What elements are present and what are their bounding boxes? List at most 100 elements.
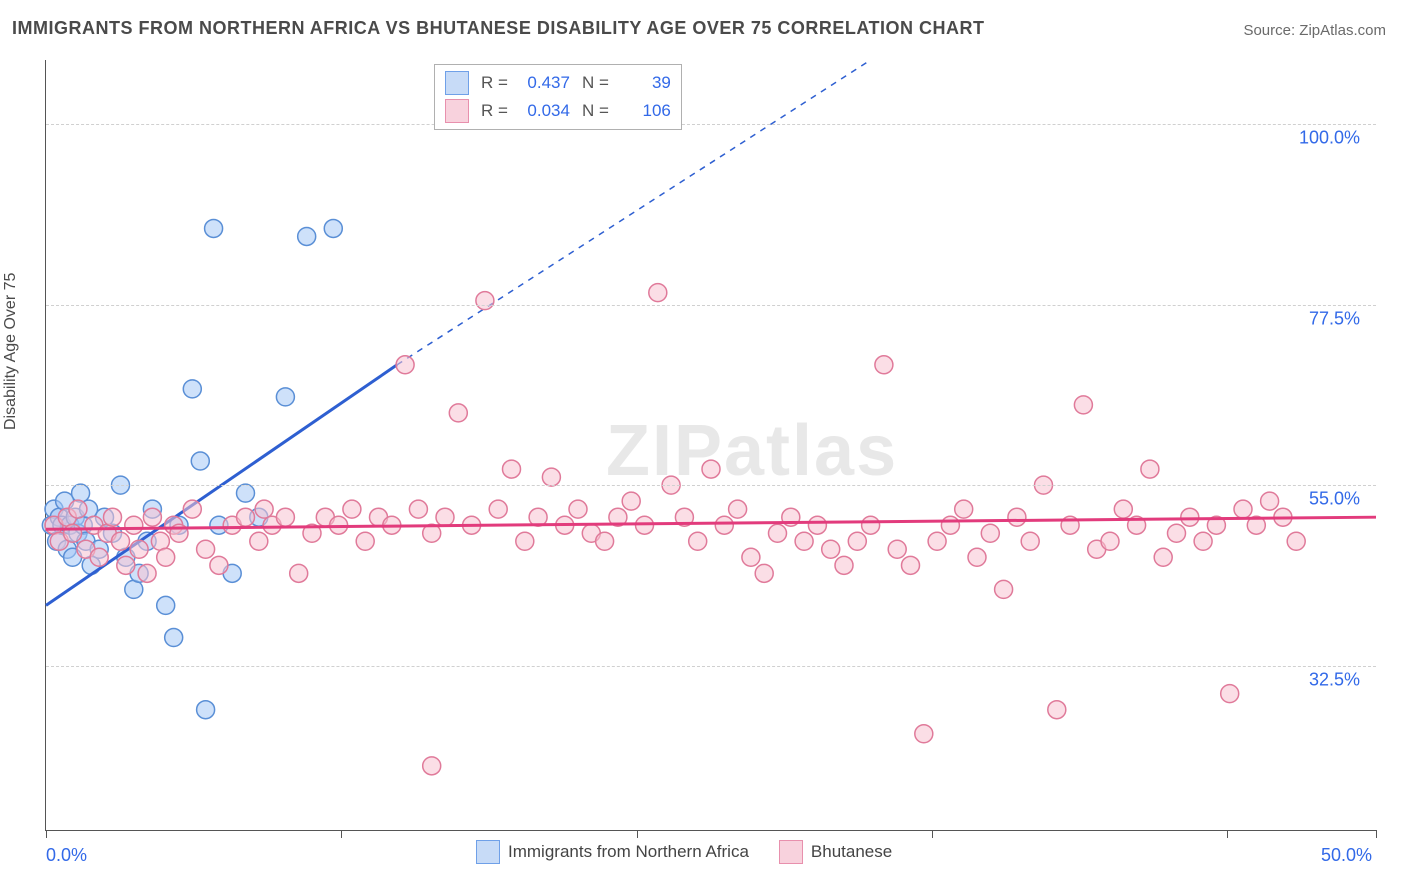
scatter-point <box>125 516 143 534</box>
scatter-point <box>104 508 122 526</box>
scatter-point <box>915 725 933 743</box>
scatter-point <box>1287 532 1305 550</box>
scatter-point <box>822 540 840 558</box>
scatter-point <box>324 219 342 237</box>
scatter-point <box>250 532 268 550</box>
scatter-point <box>941 516 959 534</box>
scatter-point <box>1141 460 1159 478</box>
scatter-point <box>276 508 294 526</box>
scatter-point <box>1008 508 1026 526</box>
y-tick-label: 100.0% <box>1299 128 1360 149</box>
x-tick <box>341 830 342 838</box>
scatter-point <box>875 356 893 374</box>
legend-label: Bhutanese <box>811 842 892 862</box>
x-tick <box>1376 830 1377 838</box>
scatter-point <box>197 540 215 558</box>
chart-title: IMMIGRANTS FROM NORTHERN AFRICA VS BHUTA… <box>12 18 985 39</box>
scatter-point <box>848 532 866 550</box>
scatter-point <box>157 548 175 566</box>
scatter-point <box>596 532 614 550</box>
scatter-point <box>755 564 773 582</box>
scatter-point <box>1261 492 1279 510</box>
scatter-point <box>210 556 228 574</box>
gridline <box>46 124 1376 125</box>
bottom-legend-item: Immigrants from Northern Africa <box>476 840 749 864</box>
y-axis-label: Disability Age Over 75 <box>2 273 20 430</box>
x-tick <box>46 830 47 838</box>
scatter-point <box>1048 701 1066 719</box>
gridline <box>46 666 1376 667</box>
x-tick-label: 50.0% <box>1321 845 1372 866</box>
scatter-point <box>237 484 255 502</box>
n-label: N = <box>582 101 609 121</box>
scatter-point <box>125 580 143 598</box>
scatter-point <box>151 532 169 550</box>
scatter-point <box>1221 685 1239 703</box>
scatter-point <box>436 508 454 526</box>
n-label: N = <box>582 73 609 93</box>
scatter-point <box>1021 532 1039 550</box>
bottom-legend: Immigrants from Northern Africa Bhutanese <box>476 840 892 864</box>
y-tick-label: 32.5% <box>1309 669 1360 690</box>
scatter-point <box>968 548 986 566</box>
y-tick-label: 55.0% <box>1309 489 1360 510</box>
scatter-point <box>489 500 507 518</box>
legend-swatch <box>779 840 803 864</box>
scatter-point <box>90 548 108 566</box>
scatter-point <box>995 580 1013 598</box>
scatter-point <box>702 460 720 478</box>
scatter-point <box>356 532 374 550</box>
x-tick <box>637 830 638 838</box>
legend-swatch <box>445 99 469 123</box>
scatter-point <box>117 556 135 574</box>
stats-row: R =0.034N =106 <box>445 97 671 125</box>
scatter-point <box>1234 500 1252 518</box>
scatter-point <box>290 564 308 582</box>
gridline <box>46 305 1376 306</box>
scatter-point <box>138 564 156 582</box>
scatter-point <box>569 500 587 518</box>
r-label: R = <box>481 73 508 93</box>
scatter-point <box>237 508 255 526</box>
scatter-point <box>69 500 87 518</box>
scatter-point <box>1101 532 1119 550</box>
bottom-legend-item: Bhutanese <box>779 840 892 864</box>
scatter-point <box>1114 500 1132 518</box>
scatter-point <box>197 701 215 719</box>
r-value: 0.437 <box>520 73 570 93</box>
n-value: 106 <box>621 101 671 121</box>
scatter-point <box>409 500 427 518</box>
scatter-point <box>729 500 747 518</box>
r-label: R = <box>481 101 508 121</box>
scatter-point <box>343 500 361 518</box>
scatter-point <box>808 516 826 534</box>
scatter-point <box>955 500 973 518</box>
scatter-point <box>715 516 733 534</box>
plot-area: ZIPatlas R =0.437N =39R =0.034N =106 Imm… <box>45 60 1376 831</box>
scatter-point <box>689 532 707 550</box>
scatter-point <box>143 508 161 526</box>
scatter-point <box>205 219 223 237</box>
x-tick <box>1227 830 1228 838</box>
chart-source: Source: ZipAtlas.com <box>1243 22 1386 39</box>
scatter-point <box>516 532 534 550</box>
scatter-point <box>183 500 201 518</box>
scatter-point <box>396 356 414 374</box>
stats-legend-box: R =0.437N =39R =0.034N =106 <box>434 64 682 130</box>
scatter-point <box>769 524 787 542</box>
n-value: 39 <box>621 73 671 93</box>
scatter-point <box>503 460 521 478</box>
legend-swatch <box>476 840 500 864</box>
scatter-point <box>476 292 494 310</box>
x-tick <box>932 830 933 838</box>
scatter-point <box>183 380 201 398</box>
scatter-point <box>449 404 467 422</box>
scatter-point <box>542 468 560 486</box>
scatter-point <box>742 548 760 566</box>
scatter-point <box>1168 524 1186 542</box>
legend-swatch <box>445 71 469 95</box>
scatter-point <box>72 484 90 502</box>
scatter-point <box>981 524 999 542</box>
scatter-point <box>1194 532 1212 550</box>
scatter-point <box>1181 508 1199 526</box>
